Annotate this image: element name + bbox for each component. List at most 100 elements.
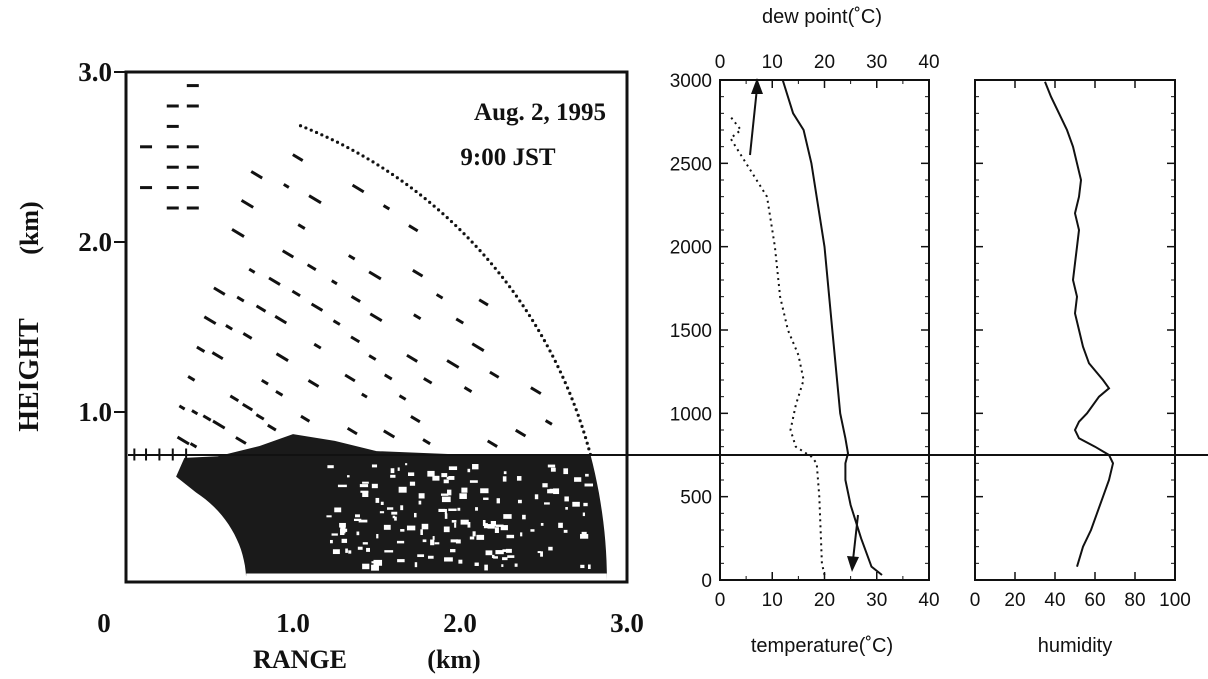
temperature-x-tick-label: 0	[715, 590, 726, 611]
radar-echo-gap	[580, 534, 589, 539]
radar-echo-gap	[422, 539, 427, 543]
radar-echo-dash	[478, 298, 489, 307]
radar-range-arc-dot	[351, 148, 355, 152]
radar-echo-gap	[432, 475, 440, 481]
radar-echo-dash	[347, 254, 356, 261]
radar-echo-dash	[544, 419, 553, 426]
radar-echo-gap	[457, 507, 461, 511]
radar-echo-dash	[361, 392, 368, 399]
radar-echo-dash	[332, 319, 341, 326]
radar-range-arc-dot	[545, 344, 549, 348]
radar-range-arc-dot	[524, 309, 528, 313]
radar-echo-gap	[334, 507, 342, 513]
radar-echo-gap	[472, 464, 479, 470]
radar-echo-gap	[359, 484, 369, 488]
radar-echo-gap	[443, 526, 450, 533]
radar-range-arc-dot	[574, 408, 578, 412]
radar-x-tick-label: 1.0	[276, 608, 310, 638]
radar-echo-dash	[250, 170, 263, 180]
radar-echo-gap	[400, 505, 404, 511]
radar-echo-gap	[502, 549, 510, 552]
radar-echo-gap	[371, 464, 378, 468]
radar-echo-gap	[362, 481, 369, 484]
temperature-frame	[719, 79, 930, 581]
radar-range-arc-dot	[414, 189, 418, 194]
radar-range-arc-dot	[298, 124, 303, 128]
radar-range-arc-dot	[466, 236, 470, 240]
temperature-x-tick-label: 10	[762, 590, 783, 611]
humidity-x-tick-label: 0	[970, 590, 981, 611]
radar-echo-gap	[517, 499, 522, 504]
radar-echo-dash	[213, 286, 226, 296]
radar-echo-gap	[432, 536, 435, 540]
radar-echo-gap	[530, 529, 535, 532]
radar-echo-gap	[391, 511, 398, 515]
temperature-x-tick-label: 20	[814, 590, 835, 611]
radar-echo-gap	[414, 562, 418, 568]
radar-echo-dash	[242, 332, 253, 340]
radar-echo-dash	[471, 342, 485, 352]
radar-echo-dash	[412, 268, 424, 278]
radar-echo-gap	[484, 564, 488, 571]
radar-echo-gap	[430, 539, 435, 546]
radar-echo-gap	[475, 507, 478, 511]
radar-echo-gap	[480, 488, 489, 494]
radar-echo-gap	[563, 529, 568, 533]
radar-echo-gap	[565, 507, 568, 510]
radar-echo-gap	[482, 520, 486, 526]
radar-range-arc-dot	[478, 249, 482, 253]
radar-range-arc-dot	[419, 193, 423, 197]
radar-echo-gap	[427, 470, 435, 477]
radar-range-arc-dot	[551, 354, 555, 358]
humidity-panel: 0 20 40 60 80 100 humidity	[970, 79, 1191, 657]
temperature-y-tick-label: 2500	[670, 154, 712, 175]
radar-echo-dash	[178, 404, 186, 411]
temperature-y-tick-label: 1000	[670, 404, 712, 425]
radar-range-arc-dot	[458, 228, 462, 232]
humidity-axes: 0 20 40 60 80 100	[970, 79, 1191, 611]
radar-range-arc-dot	[537, 328, 541, 333]
radar-range-arc-dot	[428, 200, 432, 204]
radar-echo-dash	[255, 304, 267, 313]
radar-echo-gap	[503, 514, 512, 519]
radar-echo-gap	[438, 508, 446, 512]
radar-echo-dash	[225, 324, 233, 331]
temperature-y-tick-label: 500	[680, 488, 712, 509]
radar-echo-dash	[291, 289, 301, 298]
radar-echo-dash	[350, 335, 361, 344]
radar-echo-gap	[337, 484, 347, 488]
radar-echo-dash	[275, 390, 284, 397]
radar-echo-gap	[362, 563, 370, 570]
radar-echo-dash	[406, 353, 418, 363]
radar-echo-dash	[486, 439, 498, 448]
radar-echo-gap	[444, 513, 448, 519]
radar-range-arc-dot	[527, 313, 532, 318]
radar-range-arc-dot	[314, 130, 319, 135]
humidity-x-tick-label: 20	[1004, 590, 1025, 611]
radar-echo-gap	[502, 557, 508, 561]
radar-echo-dash	[368, 354, 377, 361]
radar-echo-gap	[394, 516, 397, 521]
radar-echo-gap	[371, 483, 378, 489]
radar-echo-dash	[212, 419, 226, 430]
radar-echo-gap	[574, 477, 582, 482]
temperature-x-tick-label: 30	[866, 590, 887, 611]
radar-echo-gap	[371, 564, 379, 571]
radar-echo-gap	[443, 479, 449, 484]
radar-x-tick-label: 3.0	[610, 608, 644, 638]
radar-x-tick-label: 0	[97, 608, 111, 638]
radar-echo-gap	[326, 515, 332, 518]
radar-echo-dash	[344, 373, 356, 383]
radar-range-arc-dot	[400, 179, 404, 183]
radar-echo-gap	[421, 523, 429, 530]
radar-echo-dash	[455, 317, 465, 325]
radar-echo-gap	[448, 508, 457, 511]
radar-echo-gap	[390, 468, 395, 474]
radar-echo-gap	[548, 546, 553, 551]
radar-echo-gap	[534, 494, 539, 500]
radar-range-arc-dot	[304, 126, 308, 130]
radar-echo-gap	[550, 467, 556, 472]
radar-echo-gap	[537, 551, 541, 554]
radar-range-arc-dot	[386, 169, 390, 173]
